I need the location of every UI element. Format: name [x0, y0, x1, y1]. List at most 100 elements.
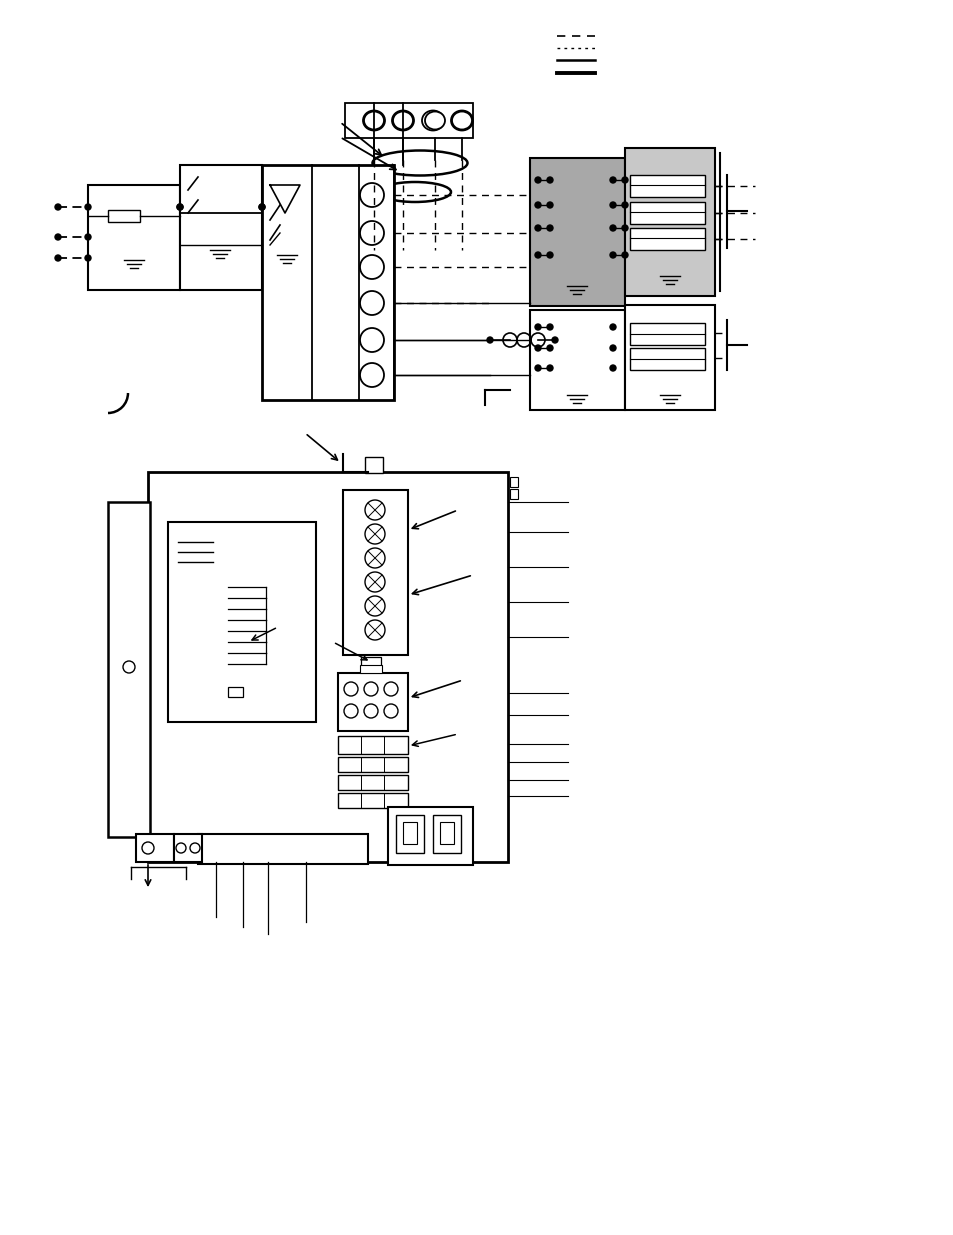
Ellipse shape	[364, 111, 384, 130]
Bar	[433, 815, 460, 853]
Bar	[337, 757, 408, 772]
Circle shape	[535, 203, 540, 207]
Bar	[108, 210, 140, 222]
Circle shape	[535, 177, 540, 183]
Bar	[388, 806, 473, 864]
Bar	[629, 324, 704, 345]
Circle shape	[552, 337, 558, 343]
Bar	[108, 501, 150, 837]
Bar	[359, 664, 381, 673]
Circle shape	[359, 221, 384, 245]
Circle shape	[55, 233, 61, 240]
Circle shape	[546, 345, 553, 351]
Circle shape	[175, 844, 186, 853]
Circle shape	[85, 204, 91, 210]
Bar	[262, 165, 394, 400]
Bar	[629, 348, 704, 370]
Ellipse shape	[393, 111, 413, 130]
Circle shape	[535, 324, 540, 330]
Circle shape	[365, 548, 385, 568]
Bar	[148, 472, 507, 862]
Bar	[343, 490, 408, 655]
Circle shape	[546, 203, 553, 207]
Circle shape	[546, 252, 553, 258]
Circle shape	[85, 254, 91, 261]
Circle shape	[486, 337, 493, 343]
Circle shape	[359, 329, 384, 352]
Bar	[173, 834, 202, 862]
Circle shape	[364, 682, 377, 697]
Circle shape	[123, 661, 135, 673]
Circle shape	[85, 233, 91, 240]
Bar	[88, 185, 180, 290]
Circle shape	[359, 363, 384, 387]
Bar	[337, 793, 408, 808]
Ellipse shape	[421, 110, 443, 131]
Circle shape	[190, 844, 200, 853]
Bar	[365, 457, 382, 473]
Ellipse shape	[452, 111, 472, 130]
Ellipse shape	[451, 110, 473, 131]
Circle shape	[55, 204, 61, 210]
Circle shape	[384, 682, 397, 697]
Bar	[510, 489, 517, 499]
Bar	[402, 823, 416, 844]
Circle shape	[609, 252, 616, 258]
Circle shape	[621, 203, 627, 207]
Circle shape	[609, 324, 616, 330]
Circle shape	[384, 704, 397, 718]
Bar	[629, 203, 704, 224]
Bar	[180, 165, 262, 290]
Circle shape	[609, 203, 616, 207]
Circle shape	[177, 204, 183, 210]
Circle shape	[535, 252, 540, 258]
Circle shape	[344, 704, 357, 718]
Bar	[439, 823, 454, 844]
Circle shape	[609, 225, 616, 231]
Circle shape	[535, 366, 540, 370]
Circle shape	[364, 704, 377, 718]
Circle shape	[365, 620, 385, 640]
Circle shape	[535, 345, 540, 351]
Circle shape	[609, 177, 616, 183]
Bar	[168, 522, 315, 722]
Circle shape	[142, 842, 153, 853]
Circle shape	[546, 177, 553, 183]
Circle shape	[609, 345, 616, 351]
Circle shape	[546, 366, 553, 370]
Bar	[629, 228, 704, 249]
Circle shape	[258, 204, 265, 210]
Bar	[629, 175, 704, 198]
Bar	[530, 310, 624, 410]
Bar	[345, 103, 473, 138]
Circle shape	[55, 254, 61, 261]
Circle shape	[359, 183, 384, 207]
Circle shape	[621, 252, 627, 258]
Circle shape	[621, 225, 627, 231]
Bar	[624, 305, 714, 410]
Circle shape	[609, 366, 616, 370]
Ellipse shape	[392, 110, 414, 131]
Circle shape	[365, 500, 385, 520]
Circle shape	[359, 254, 384, 279]
Circle shape	[546, 324, 553, 330]
Circle shape	[344, 682, 357, 697]
Bar	[530, 158, 624, 306]
Ellipse shape	[363, 110, 385, 131]
Bar	[337, 673, 408, 731]
Bar	[337, 736, 408, 755]
Bar	[337, 776, 408, 790]
Bar	[228, 687, 243, 697]
Circle shape	[258, 204, 265, 210]
Bar	[395, 815, 423, 853]
Bar	[360, 657, 380, 667]
Circle shape	[535, 225, 540, 231]
Circle shape	[365, 572, 385, 592]
Bar	[510, 477, 517, 487]
Circle shape	[621, 177, 627, 183]
Circle shape	[546, 225, 553, 231]
Bar	[198, 834, 368, 864]
Ellipse shape	[424, 111, 444, 130]
Circle shape	[365, 597, 385, 616]
Circle shape	[359, 291, 384, 315]
